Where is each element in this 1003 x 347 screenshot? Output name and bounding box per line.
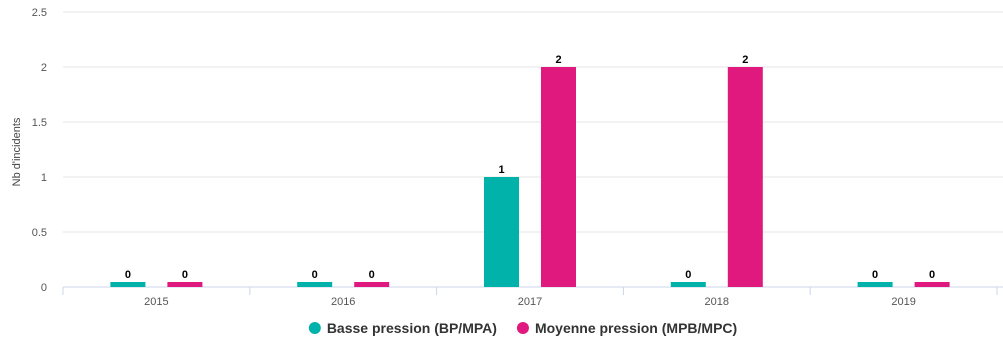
data-label: 0 xyxy=(312,269,318,281)
data-label: 2 xyxy=(742,54,748,66)
y-tick-label: 1.5 xyxy=(32,117,47,129)
bar[interactable] xyxy=(484,177,519,287)
bars xyxy=(110,67,950,287)
x-tick-label: 2019 xyxy=(891,296,915,308)
bar[interactable] xyxy=(110,282,146,287)
data-label: 0 xyxy=(125,269,131,281)
data-label: 0 xyxy=(182,269,188,281)
bar[interactable] xyxy=(297,282,333,287)
grid-lines xyxy=(63,11,1003,233)
y-tick-label: 2 xyxy=(41,62,47,74)
legend-symbol xyxy=(516,322,529,334)
x-axis-ticks: 2015 2016 2017 2018 2019 xyxy=(144,296,916,308)
bar[interactable] xyxy=(914,282,950,287)
bar[interactable] xyxy=(541,67,576,287)
y-tick-label: 1 xyxy=(41,172,47,184)
y-tick-label: 2.5 xyxy=(32,7,47,19)
x-axis xyxy=(62,286,1003,295)
x-tick-label: 2015 xyxy=(144,296,168,308)
bar[interactable] xyxy=(670,282,706,287)
data-label: 1 xyxy=(498,164,504,176)
legend-item[interactable]: Moyenne pression (MPB/MPC) xyxy=(516,320,737,336)
data-label: 0 xyxy=(685,269,691,281)
x-tick-label: 2017 xyxy=(518,296,542,308)
data-label: 2 xyxy=(555,54,561,66)
bar[interactable] xyxy=(354,282,390,287)
legend-label: Basse pression (BP/MPA) xyxy=(327,320,497,336)
bar[interactable] xyxy=(167,282,203,287)
data-label: 0 xyxy=(369,269,375,281)
legend-symbol xyxy=(308,322,321,334)
legend: Basse pression (BP/MPA) Moyenne pression … xyxy=(308,320,737,336)
legend-item[interactable]: Basse pression (BP/MPA) xyxy=(308,320,497,336)
bar[interactable] xyxy=(857,282,893,287)
y-tick-label: 0.5 xyxy=(32,227,47,239)
y-axis-title: Nb d'incidents xyxy=(11,117,23,186)
bar[interactable] xyxy=(727,67,763,287)
data-label: 0 xyxy=(929,269,935,281)
x-tick-label: 2016 xyxy=(331,296,355,308)
data-label: 0 xyxy=(872,269,878,281)
y-axis-ticks: 0 0.5 1 1.5 2 2.5 xyxy=(32,7,47,294)
x-tick-label: 2018 xyxy=(705,296,729,308)
data-labels: 0 0 0 0 1 2 0 2 0 0 xyxy=(125,54,935,281)
y-tick-label: 0 xyxy=(41,282,47,294)
legend-label: Moyenne pression (MPB/MPC) xyxy=(535,320,737,336)
